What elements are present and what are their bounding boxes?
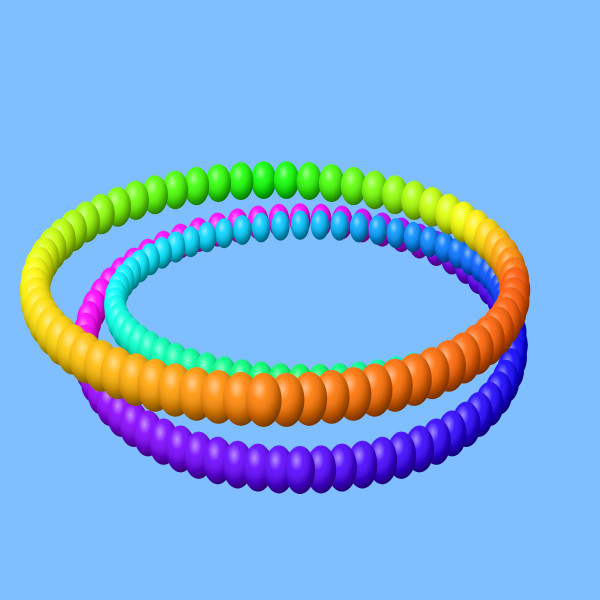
bead-shade [245, 372, 282, 427]
bead-shade [361, 170, 388, 210]
bead-shade [162, 170, 189, 210]
bead-shade [271, 211, 290, 241]
bead-shade [306, 445, 337, 494]
bead-shade [273, 161, 300, 200]
bead-shade [285, 446, 315, 494]
bead-shade [181, 226, 201, 258]
ring-outer [19, 161, 531, 427]
bead-shade [228, 162, 254, 201]
bead-shade [183, 166, 210, 206]
bead-shade [251, 212, 271, 243]
bead-shade [349, 212, 369, 243]
bead-shade [340, 166, 367, 206]
bead-shade [197, 221, 217, 253]
bead-shade [263, 445, 294, 494]
bead-shade [419, 226, 439, 258]
bead-shade [296, 162, 322, 201]
bead-shade [214, 218, 234, 249]
bead-shade [368, 215, 387, 245]
bead-shade [205, 164, 232, 203]
bead-shade [318, 164, 345, 203]
bead-shade [310, 210, 329, 240]
bead-shade [250, 161, 277, 200]
bead-shade [291, 210, 310, 240]
bead-shade [330, 211, 349, 241]
bead-shade [386, 218, 406, 249]
bead-shade [233, 215, 252, 245]
bead-shade [403, 221, 423, 253]
